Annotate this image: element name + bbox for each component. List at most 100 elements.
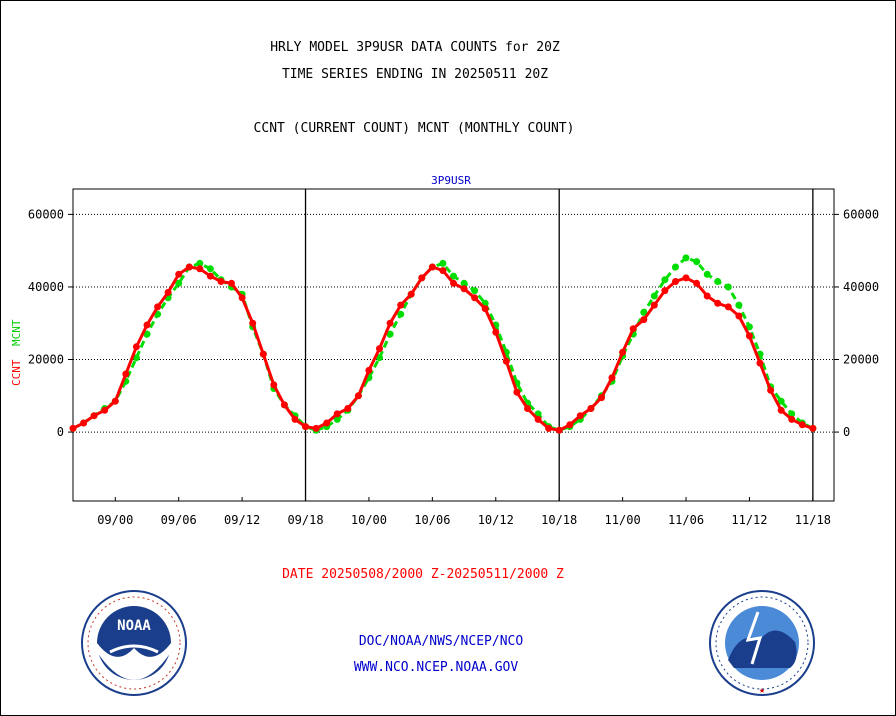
data-point-ccnt <box>228 279 235 287</box>
data-point-ccnt <box>566 421 574 429</box>
date-range: DATE 20250508/2000 Z-20250511/2000 Z <box>282 567 564 582</box>
x-axis: 09/00 09/06 09/12 09/18 10/00 10/06 10/12 10/18… <box>97 497 831 527</box>
data-point-ccnt <box>524 405 531 412</box>
data-point-mcnt <box>640 308 648 316</box>
data-point-mcnt <box>703 270 711 278</box>
data-point-ccnt <box>428 263 436 271</box>
data-point-ccnt <box>460 285 468 293</box>
nws-star-icon: ★ <box>759 685 765 696</box>
y-tick-label-right: 40000 <box>843 280 879 294</box>
org-path-link[interactable]: DOC/NOAA/NWS/NCEP/NCO <box>359 634 524 649</box>
data-point-mcnt <box>143 330 151 338</box>
data-point-ccnt <box>439 267 447 275</box>
data-point-mcnt <box>788 410 796 418</box>
x-tick-label: 11/00 <box>605 513 641 527</box>
data-point-ccnt <box>502 357 510 365</box>
data-point-ccnt <box>777 406 785 414</box>
data-point-mcnt <box>672 263 679 271</box>
x-tick-label: 11/18 <box>795 513 831 527</box>
data-point-ccnt <box>650 301 658 309</box>
data-point-ccnt <box>714 299 722 307</box>
data-point-ccnt <box>101 406 109 414</box>
data-point-ccnt <box>788 415 796 423</box>
data-point-ccnt <box>629 325 637 333</box>
data-point-ccnt <box>376 345 383 353</box>
data-point-ccnt <box>354 392 362 400</box>
data-point-ccnt <box>333 410 341 418</box>
data-point-ccnt <box>418 274 426 282</box>
data-point-ccnt <box>798 421 806 429</box>
data-point-ccnt <box>185 263 193 271</box>
x-tick-label: 11/06 <box>668 513 704 527</box>
chart-subtitle: CCNT (CURRENT COUNT) MCNT (MONTHLY COUNT… <box>254 121 575 136</box>
plot-area <box>72 188 835 502</box>
series-line-ccnt <box>72 265 814 432</box>
data-point-mcnt <box>333 415 341 423</box>
x-tick-label: 10/12 <box>478 513 514 527</box>
series-layer <box>69 254 817 434</box>
data-point-mcnt <box>714 278 722 285</box>
data-point-mcnt <box>450 272 457 280</box>
data-point-ccnt <box>661 287 669 295</box>
data-point-ccnt <box>111 397 119 405</box>
website-link[interactable]: WWW.NCO.NCEP.NOAA.GOV <box>354 660 519 675</box>
y-tick-label-right: 20000 <box>843 353 879 367</box>
data-point-ccnt <box>164 288 172 296</box>
data-point-mcnt <box>439 259 447 267</box>
data-point-ccnt <box>534 415 542 423</box>
data-point-ccnt <box>196 265 204 273</box>
grid-lines <box>73 213 834 433</box>
data-point-ccnt <box>756 359 764 367</box>
data-point-ccnt <box>471 294 479 302</box>
series-line-mcnt <box>72 256 814 432</box>
data-point-mcnt <box>397 310 405 318</box>
data-point-ccnt <box>90 412 98 420</box>
data-point-ccnt <box>693 279 701 287</box>
data-point-ccnt <box>481 305 489 313</box>
data-point-ccnt <box>703 292 711 300</box>
data-point-ccnt <box>365 366 373 374</box>
noaa-logo: NOAA <box>81 590 187 696</box>
data-point-ccnt <box>619 348 627 356</box>
data-point-ccnt <box>735 312 743 320</box>
data-point-mcnt <box>693 258 701 266</box>
data-point-ccnt <box>724 303 732 311</box>
x-tick-label: 10/18 <box>541 513 577 527</box>
data-point-ccnt <box>323 419 331 427</box>
data-point-mcnt <box>650 292 658 300</box>
data-point-ccnt <box>450 279 457 287</box>
y-tick-label-right: 0 <box>843 425 850 439</box>
data-point-ccnt <box>217 278 225 285</box>
data-point-ccnt <box>555 426 563 434</box>
data-point-ccnt <box>175 270 183 278</box>
data-point-ccnt <box>132 343 140 351</box>
data-point-ccnt <box>154 303 162 311</box>
data-point-ccnt <box>291 415 299 423</box>
data-point-ccnt <box>259 350 267 358</box>
data-point-mcnt <box>132 354 140 362</box>
nws-logo: ★ <box>709 590 815 696</box>
data-point-ccnt <box>69 424 77 432</box>
x-tick-label: 09/18 <box>287 513 323 527</box>
y-tick-label-left: 60000 <box>28 207 64 221</box>
data-point-ccnt <box>407 290 415 298</box>
data-point-ccnt <box>513 388 521 396</box>
data-point-mcnt <box>196 259 204 267</box>
noaa-logo-text: NOAA <box>117 618 151 634</box>
data-point-ccnt <box>312 424 320 432</box>
x-tick-label: 10/00 <box>351 513 387 527</box>
data-point-mcnt <box>386 330 394 338</box>
data-point-mcnt <box>471 287 479 295</box>
data-point-ccnt <box>809 424 817 432</box>
data-point-ccnt <box>598 394 605 402</box>
x-tick-label: 10/06 <box>414 513 450 527</box>
day-separator-lines <box>304 189 814 501</box>
x-tick-label: 09/06 <box>161 513 197 527</box>
data-point-ccnt <box>672 278 679 285</box>
x-tick-label: 11/12 <box>731 513 767 527</box>
data-point-mcnt <box>661 276 669 284</box>
chart-title-line1: HRLY MODEL 3P9USR DATA COUNTS for 20Z <box>270 40 560 55</box>
x-tick-label: 09/00 <box>97 513 133 527</box>
y-tick-label-left: 0 <box>57 425 64 439</box>
